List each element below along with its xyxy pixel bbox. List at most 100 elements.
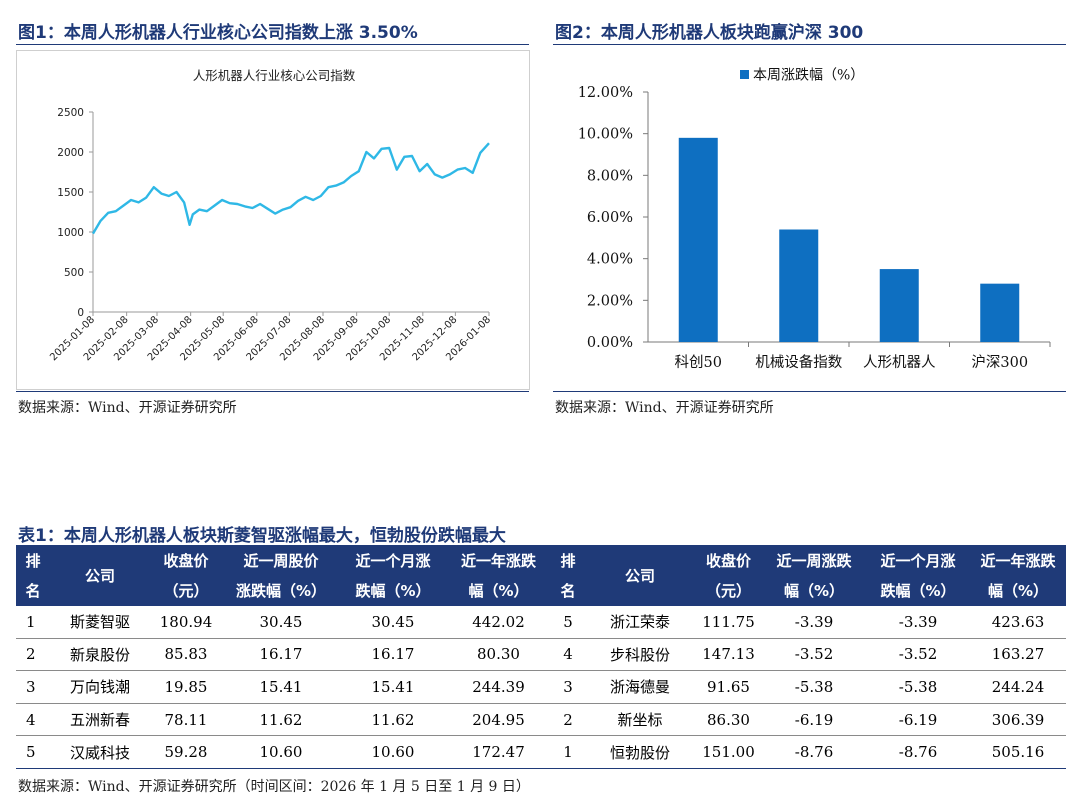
- fig1-title-rule: [16, 44, 529, 45]
- table-cell: 万向钱潮: [50, 670, 150, 704]
- table-cell: 3: [16, 670, 50, 704]
- fig2-y-tick-label: 10.00%: [578, 127, 633, 143]
- table-cell: 30.45: [340, 606, 446, 639]
- table1-title: 表1：本周人形机器人板块斯菱智驱涨幅最大，恒勃股份跌幅最大: [18, 526, 506, 546]
- fig2-y-tick-label: 6.00%: [587, 210, 633, 226]
- table-cell: 斯菱智驱: [50, 606, 150, 639]
- table-cell: 15.41: [340, 670, 446, 704]
- table-row: 3 万向钱潮 19.85 15.41 15.41 244.39 3 浙海德曼 91.65 -5.3…: [16, 670, 1066, 704]
- table-cell: -3.39: [762, 606, 866, 639]
- fig2-category-label: 机械设备指数: [755, 354, 842, 371]
- fig2-bottom-rule: [553, 391, 1066, 392]
- table-cell: 4: [551, 638, 585, 672]
- table-header-cell: 收盘价 （元）: [695, 545, 762, 606]
- fig1-y-tick-label: 1000: [57, 227, 84, 239]
- fig2-bar-1: [678, 137, 718, 342]
- fig2-category-labels: 科创50 机械设备指数 人形机器人 沪深300: [675, 342, 1051, 371]
- table-cell: 306.39: [970, 703, 1066, 737]
- table1-source: 数据来源：Wind、开源证券研究所（时间区间：2026 年 1 月 5 日至 1…: [18, 779, 530, 795]
- table-header-cell: 近一个月涨 跌幅（%）: [340, 545, 446, 606]
- table-cell: 30.45: [222, 606, 340, 639]
- table-header-cell: 近一年涨跌 幅（%）: [970, 545, 1066, 606]
- fig1-chart-frame: [16, 50, 530, 390]
- table-cell: 5: [551, 606, 585, 639]
- table-cell: 85.83: [150, 638, 222, 672]
- fig2-y-tick-label: 2.00%: [587, 293, 633, 309]
- table-cell: 2: [16, 638, 50, 672]
- fig1-y-tick-label: 500: [64, 267, 84, 279]
- fig1-y-tick-label: 2500: [57, 107, 84, 119]
- table-header-cell: 公司: [50, 545, 150, 606]
- table-cell: 10.60: [340, 735, 446, 769]
- table-cell: 86.30: [695, 703, 762, 737]
- fig2-title: 图2：本周人形机器人板块跑赢沪深 300: [555, 23, 864, 43]
- fig1-source: 数据来源：Wind、开源证券研究所: [18, 400, 237, 416]
- fig1-x-ticks: 2025-01-082025-02-082025-03-082025-04-08…: [48, 312, 493, 363]
- table-cell: 442.02: [446, 606, 551, 639]
- table-cell: 1: [551, 735, 585, 769]
- table-header-cell: 公司: [585, 545, 695, 606]
- table-cell: 1: [16, 606, 50, 639]
- table-cell: -6.19: [866, 703, 970, 737]
- fig2-legend-swatch: [740, 70, 749, 79]
- fig1-axes: [92, 112, 489, 313]
- fig2-category-label: 沪深300: [971, 354, 1028, 371]
- table-cell: 汉威科技: [50, 735, 150, 769]
- table-cell: 180.94: [150, 606, 222, 639]
- table-cell: 16.17: [340, 638, 446, 672]
- table-header-cell: 排名: [551, 545, 585, 606]
- table-row: 2 新泉股份 85.83 16.17 16.17 80.30 4 步科股份 147.13 -3.5…: [16, 638, 1066, 672]
- table-cell: -3.39: [866, 606, 970, 639]
- fig1-y-tick-label: 2000: [57, 147, 84, 159]
- table-cell: 19.85: [150, 670, 222, 704]
- table-cell: 五洲新春: [50, 703, 150, 737]
- fig1-y-tick-label: 0: [77, 307, 84, 319]
- table-cell: 147.13: [695, 638, 762, 672]
- table-cell: 10.60: [222, 735, 340, 769]
- table-cell: -8.76: [762, 735, 866, 769]
- table-cell: -3.52: [866, 638, 970, 672]
- fig2-y-tick-label: 12.00%: [578, 85, 633, 101]
- table-row: 5 汉威科技 59.28 10.60 10.60 172.47 1 恒勃股份 151.00 -8.…: [16, 735, 1066, 769]
- table-cell: 505.16: [970, 735, 1066, 769]
- table-cell: 78.11: [150, 703, 222, 737]
- fig2-bar-chart: 本周涨跌幅（%） 0.00% 2.00% 4.00% 6.00% 8.00% 10.00%…: [578, 68, 1051, 371]
- table-cell: 浙海德曼: [585, 670, 695, 704]
- table-header-cell: 收盘价 （元）: [150, 545, 222, 606]
- fig2-category-label: 科创50: [675, 354, 722, 371]
- table-cell: 11.62: [222, 703, 340, 737]
- ranking-table: 排名公司 收盘价 （元） 近一周股价 涨跌幅（%） 近一个月涨 跌幅（%） 近一年涨跌 幅（%）…: [16, 545, 1066, 769]
- table-cell: 恒勃股份: [585, 735, 695, 769]
- table-cell: 423.63: [970, 606, 1066, 639]
- fig2-bar-2: [779, 229, 819, 342]
- table-cell: 新泉股份: [50, 638, 150, 672]
- table-cell: 16.17: [222, 638, 340, 672]
- fig1-chart-title: 人形机器人行业核心公司指数: [193, 68, 356, 83]
- table-cell: 5: [16, 735, 50, 769]
- table-cell: 163.27: [970, 638, 1066, 672]
- fig2-title-rule: [553, 44, 1066, 45]
- table-cell: 3: [551, 670, 585, 704]
- table-cell: 步科股份: [585, 638, 695, 672]
- table-cell: 244.24: [970, 670, 1066, 704]
- table-cell: -5.38: [866, 670, 970, 704]
- fig1-title: 图1：本周人形机器人行业核心公司指数上涨 3.50%: [18, 23, 418, 43]
- table-row: 1 斯菱智驱 180.94 30.45 30.45 442.02 5 浙江荣泰 111.75 -3…: [16, 606, 1066, 639]
- table-cell: -3.52: [762, 638, 866, 672]
- table-header-cell: 近一年涨跌 幅（%）: [446, 545, 551, 606]
- table-cell: 11.62: [340, 703, 446, 737]
- fig2-y-tick-label: 8.00%: [587, 168, 633, 184]
- table-cell: 172.47: [446, 735, 551, 769]
- table-cell: 59.28: [150, 735, 222, 769]
- fig2-y-ticks: 0.00% 2.00% 4.00% 6.00% 8.00% 10.00% 12.00%: [578, 85, 648, 351]
- table-cell: 15.41: [222, 670, 340, 704]
- fig1-bottom-rule: [16, 391, 529, 392]
- table-cell: 151.00: [695, 735, 762, 769]
- table-cell: -6.19: [762, 703, 866, 737]
- table-row: 4 五洲新春 78.11 11.62 11.62 204.95 2 新坐标 86.30 -6.19…: [16, 703, 1066, 737]
- fig1-y-tick-label: 1500: [57, 187, 84, 199]
- table-cell: 244.39: [446, 670, 551, 704]
- table-header-cell: 排名: [16, 545, 50, 606]
- table-cell: 204.95: [446, 703, 551, 737]
- fig2-legend-label: 本周涨跌幅（%）: [753, 68, 864, 84]
